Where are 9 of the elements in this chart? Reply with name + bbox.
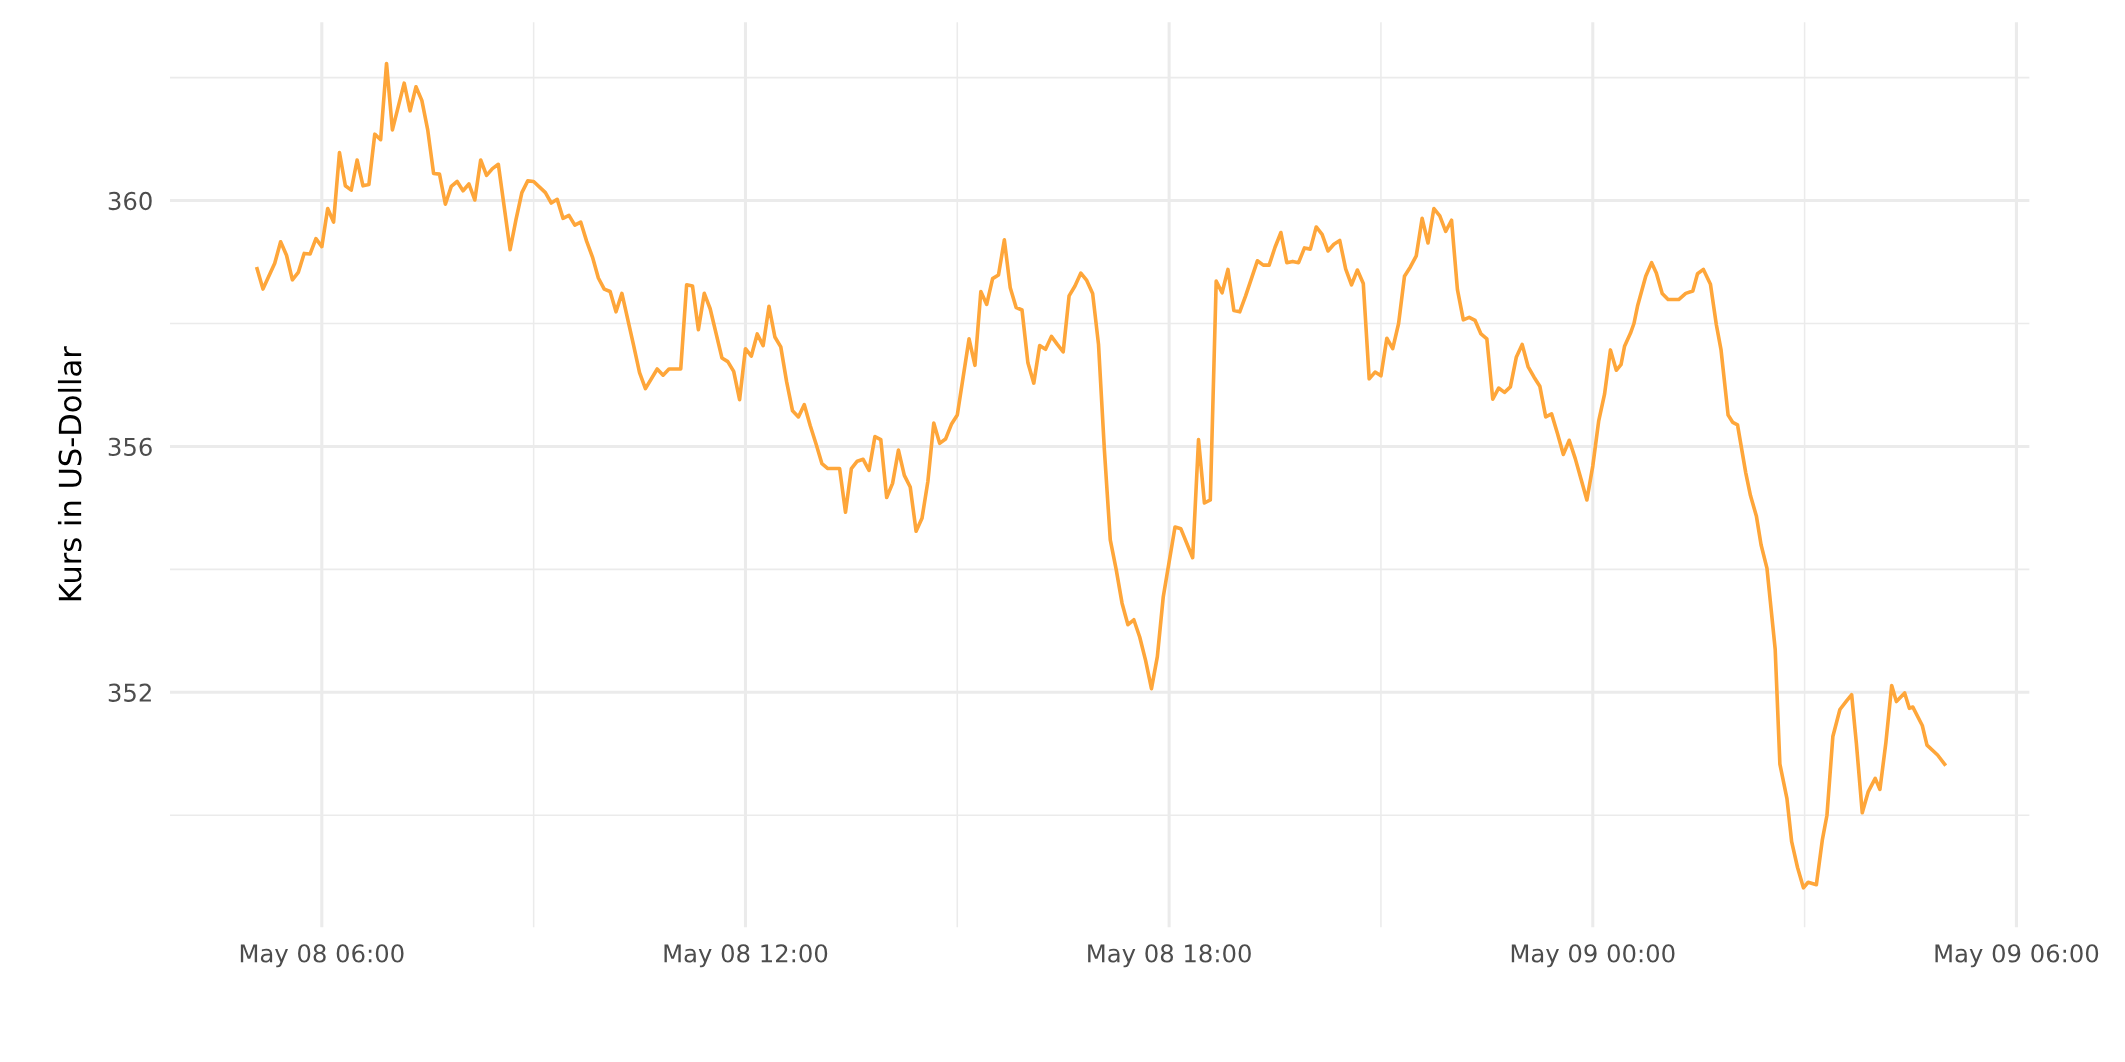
y-tick-label: 352 [108,683,151,702]
y-tick-label: 356 [108,437,152,457]
x-tick-label: May 08 12:00 [664,944,828,968]
x-tick-label: May 08 18:00 [1088,944,1251,968]
x-tick-label: May 09 00:00 [1511,944,1675,968]
x-tick-label: May 09 06:00 [1935,944,2099,968]
y-axis-title: Kurs in US-Dollar [57,346,82,601]
y-tick-label: 360 [108,191,152,211]
x-tick-label: May 08 06:00 [240,944,404,968]
